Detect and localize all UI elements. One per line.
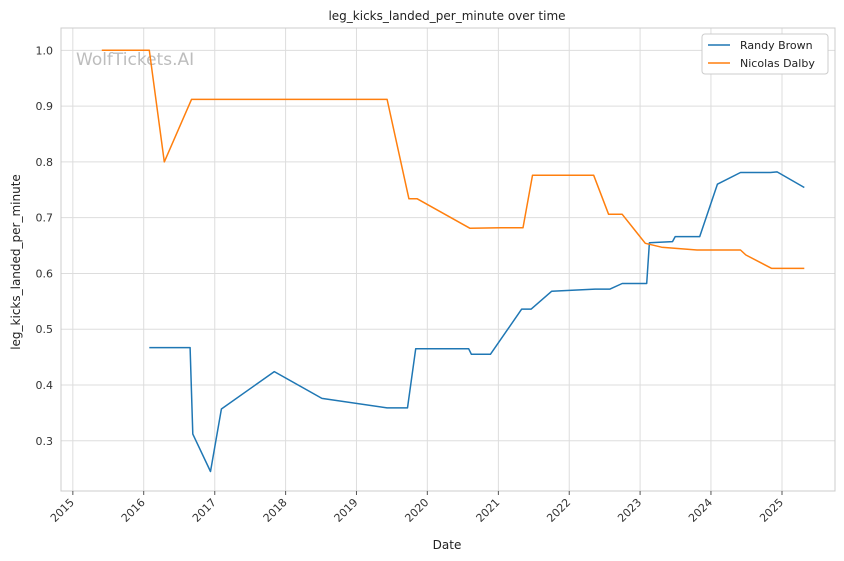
y-tick-label: 0.5 (36, 323, 54, 336)
series (101, 49, 805, 473)
x-axis-title: Date (433, 538, 462, 552)
series-line-nicolas-dalby (101, 49, 805, 270)
chart-title: leg_kicks_landed_per_minute over time (328, 9, 565, 23)
y-tick-label: 1.0 (36, 44, 54, 57)
y-tick-label: 0.4 (36, 379, 54, 392)
y-tick-label: 0.7 (36, 212, 54, 225)
watermark: WolfTickets.AI (76, 50, 194, 70)
legend: Randy Brown Nicolas Dalby (701, 33, 829, 75)
y-axis-title: leg_kicks_landed_per_minute (9, 174, 23, 350)
legend-label-nicolas-dalby: Nicolas Dalby (740, 57, 815, 70)
legend-label-randy-brown: Randy Brown (740, 39, 813, 52)
y-tick-label: 0.8 (36, 156, 54, 169)
y-tick-label: 0.9 (36, 100, 54, 113)
legend-box (701, 33, 829, 75)
series-line-randy-brown (149, 171, 805, 473)
grid (61, 28, 835, 491)
y-axis-ticks: 0.3 0.4 0.5 0.6 0.7 0.8 0.9 1.0 (36, 44, 54, 447)
y-tick-label: 0.3 (36, 435, 54, 448)
plot-area (60, 27, 836, 492)
y-tick-label: 0.6 (36, 267, 54, 280)
